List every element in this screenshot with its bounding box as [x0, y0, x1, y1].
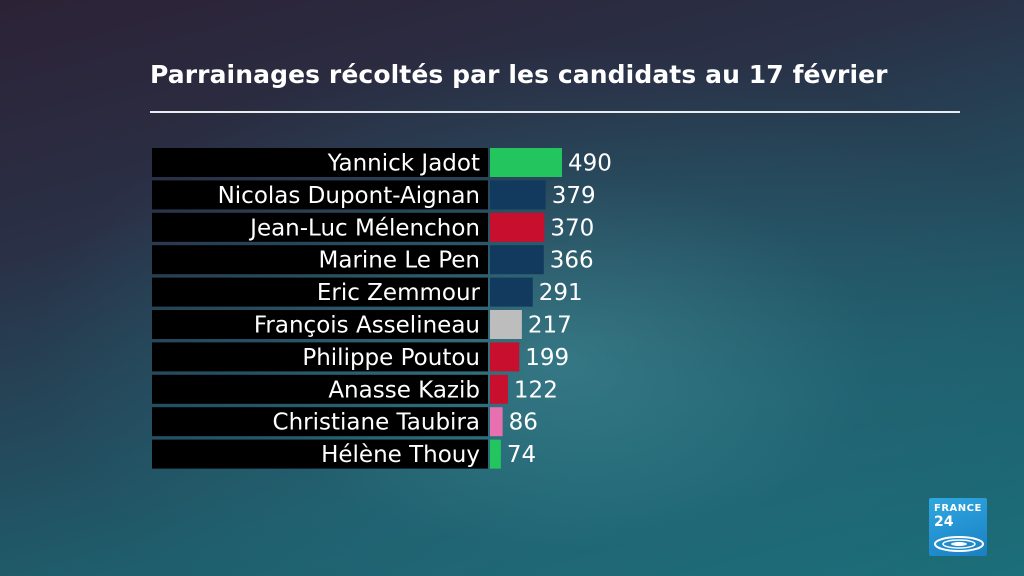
bar [490, 310, 522, 339]
value-label: 122 [514, 377, 558, 403]
value-label: 490 [568, 151, 612, 177]
bar [490, 439, 501, 469]
value-label: 379 [552, 183, 596, 209]
bar [490, 212, 545, 242]
value-label: 199 [525, 345, 569, 371]
candidate-name: Hélène Thouy [321, 442, 480, 468]
bar [490, 245, 544, 275]
candidate-label-box [152, 310, 488, 339]
candidate-label-box [152, 212, 488, 242]
candidate-name: Yannick Jadot [327, 151, 480, 177]
candidate-label-box [152, 180, 488, 210]
candidate-label-box [152, 245, 488, 275]
value-label: 370 [550, 215, 594, 241]
value-label: 217 [528, 313, 572, 339]
bar [490, 407, 503, 437]
candidate-name: Philippe Poutou [302, 345, 480, 371]
candidate-label-box [152, 277, 488, 307]
bar [490, 277, 533, 307]
candidate-name: Christiane Taubira [273, 410, 480, 436]
title-divider [150, 111, 960, 113]
candidate-label-box [152, 439, 488, 469]
candidate-label-box [152, 148, 488, 177]
france24-logo: FRANCE 24 [929, 498, 987, 556]
bar [490, 342, 520, 372]
candidate-label-box [152, 342, 488, 372]
logo-text-france: FRANCE [934, 503, 982, 514]
value-label: 74 [507, 442, 536, 468]
bar [490, 374, 508, 404]
logo-text-24: 24 [934, 514, 954, 530]
candidate-name: Jean-Luc Mélenchon [248, 215, 480, 241]
value-label: 366 [550, 248, 594, 274]
bar [490, 148, 562, 177]
candidate-name: Eric Zemmour [317, 280, 481, 306]
candidate-name: Anasse Kazib [328, 377, 480, 403]
value-label: 86 [509, 410, 538, 436]
candidate-label-box [152, 407, 488, 437]
candidate-label-box [152, 374, 488, 404]
candidate-name: Nicolas Dupont-Aignan [218, 183, 480, 209]
value-label: 291 [539, 280, 583, 306]
candidate-name: Marine Le Pen [319, 248, 480, 274]
globe-swoosh-icon [934, 536, 984, 552]
bar [490, 180, 546, 210]
candidate-name: François Asselineau [254, 313, 480, 339]
chart-title: Parrainages récoltés par les candidats a… [150, 60, 888, 89]
